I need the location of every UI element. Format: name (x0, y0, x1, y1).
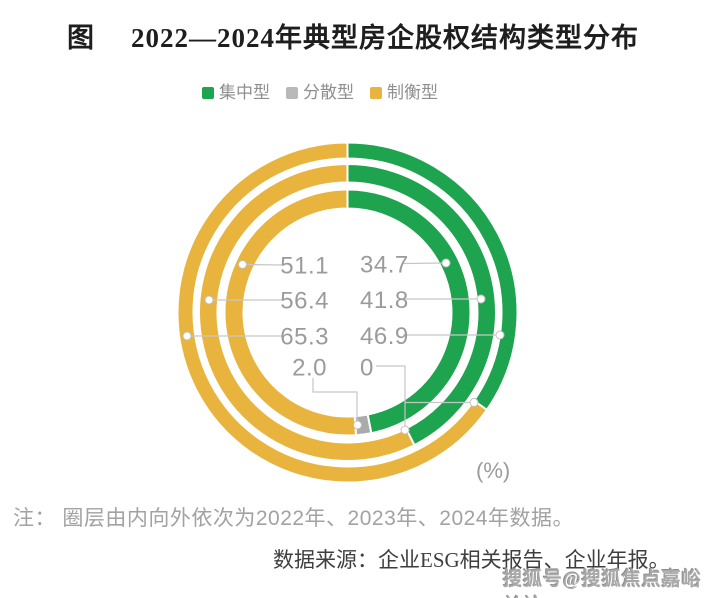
callout-dot (495, 330, 505, 340)
callout-dot (441, 258, 451, 268)
watermark: 搜狐号@搜狐焦点嘉峪关站 (503, 569, 702, 598)
legend-label-concentrated: 集中型 (219, 83, 270, 102)
callout-value: 41.8 (360, 287, 409, 314)
callout-dot (182, 331, 192, 341)
chart-legend: 集中型 分散型 制衡型 (194, 84, 446, 101)
legend-item-balanced: 制衡型 (370, 84, 438, 101)
segment-2023-balanced (198, 162, 416, 462)
segment-2024-balanced (176, 141, 489, 484)
legend-swatch-dispersed (286, 86, 298, 99)
chart-title-text: 2022—2024年典型房企股权结构类型分布 (131, 23, 639, 53)
callout-line (312, 378, 358, 425)
callout-value: 56.4 (280, 288, 329, 315)
callout-line (402, 262, 447, 265)
callout-dot (476, 294, 486, 304)
callout-value: 65.3 (280, 324, 329, 351)
unit-label: (%) (476, 458, 510, 483)
chart-title-prefix: 图 (67, 23, 95, 53)
legend-swatch-concentrated (202, 86, 214, 99)
legend-swatch-balanced (370, 86, 382, 99)
legend-label-balanced: 制衡型 (387, 83, 438, 102)
callout-value: 51.1 (280, 253, 329, 280)
legend-item-concentrated: 集中型 (202, 84, 270, 101)
callout-line (242, 263, 285, 266)
chart-title: 图 2022—2024年典型房企股权结构类型分布 (0, 16, 706, 55)
callout-value: 34.7 (360, 252, 409, 279)
callout-line (376, 365, 406, 430)
footnote: 注： 圈层由内向外依次为2022年、2023年、2024年数据。 (13, 507, 574, 530)
callout-dot (204, 295, 214, 305)
callout-dot (469, 398, 479, 407)
callout-value: 2.0 (292, 355, 327, 382)
callout-value: 0 (360, 355, 374, 382)
callout-value: 46.9 (360, 323, 409, 350)
segment-2022-balanced (223, 188, 358, 437)
data-source: 数据来源：企业ESG相关报告、企业年报。 (273, 548, 670, 572)
callout-dot (353, 420, 362, 430)
legend-label-dispersed: 分散型 (303, 83, 354, 102)
callout-dot (400, 425, 410, 435)
legend-item-dispersed: 分散型 (286, 84, 354, 101)
callout-dot (238, 260, 247, 269)
